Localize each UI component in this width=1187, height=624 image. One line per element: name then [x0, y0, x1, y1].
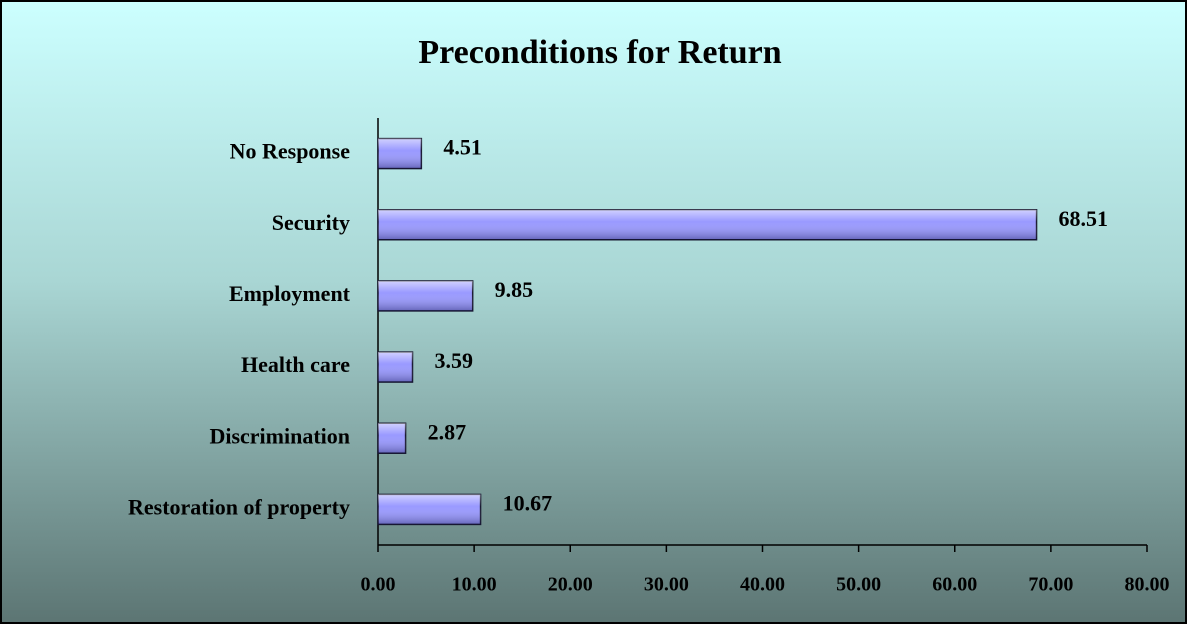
x-tick-label: 70.00 — [1028, 574, 1073, 596]
x-tick-label: 0.00 — [361, 574, 396, 596]
value-label: 68.51 — [1059, 206, 1109, 231]
value-label: 3.59 — [435, 348, 474, 373]
bar-shade — [378, 494, 481, 525]
bar-shade — [378, 423, 406, 454]
bar-shade — [378, 209, 1037, 240]
y-tick-label: No Response — [230, 139, 351, 164]
value-label: 9.85 — [495, 277, 533, 302]
bar-shade — [378, 352, 413, 383]
x-tick-label: 50.00 — [836, 574, 881, 596]
x-tick-label: 40.00 — [740, 574, 785, 596]
value-label: 10.67 — [503, 490, 553, 515]
y-tick-label: Security — [272, 210, 350, 235]
value-label: 4.51 — [443, 135, 482, 160]
chart-title: Preconditions for Return — [418, 34, 781, 71]
y-tick-label: Restoration of property — [128, 494, 350, 519]
bar-shade — [378, 138, 422, 169]
x-tick-label: 80.00 — [1125, 574, 1170, 596]
x-tick-label: 20.00 — [548, 574, 593, 596]
bar-shade — [378, 280, 473, 311]
x-tick-label: 10.00 — [452, 574, 497, 596]
y-tick-label: Discrimination — [209, 423, 350, 448]
y-tick-label: Health care — [241, 352, 350, 377]
x-tick-label: 60.00 — [932, 574, 977, 596]
y-tick-label: Employment — [229, 281, 351, 306]
value-label: 2.87 — [428, 419, 467, 444]
x-tick-label: 30.00 — [644, 574, 689, 596]
